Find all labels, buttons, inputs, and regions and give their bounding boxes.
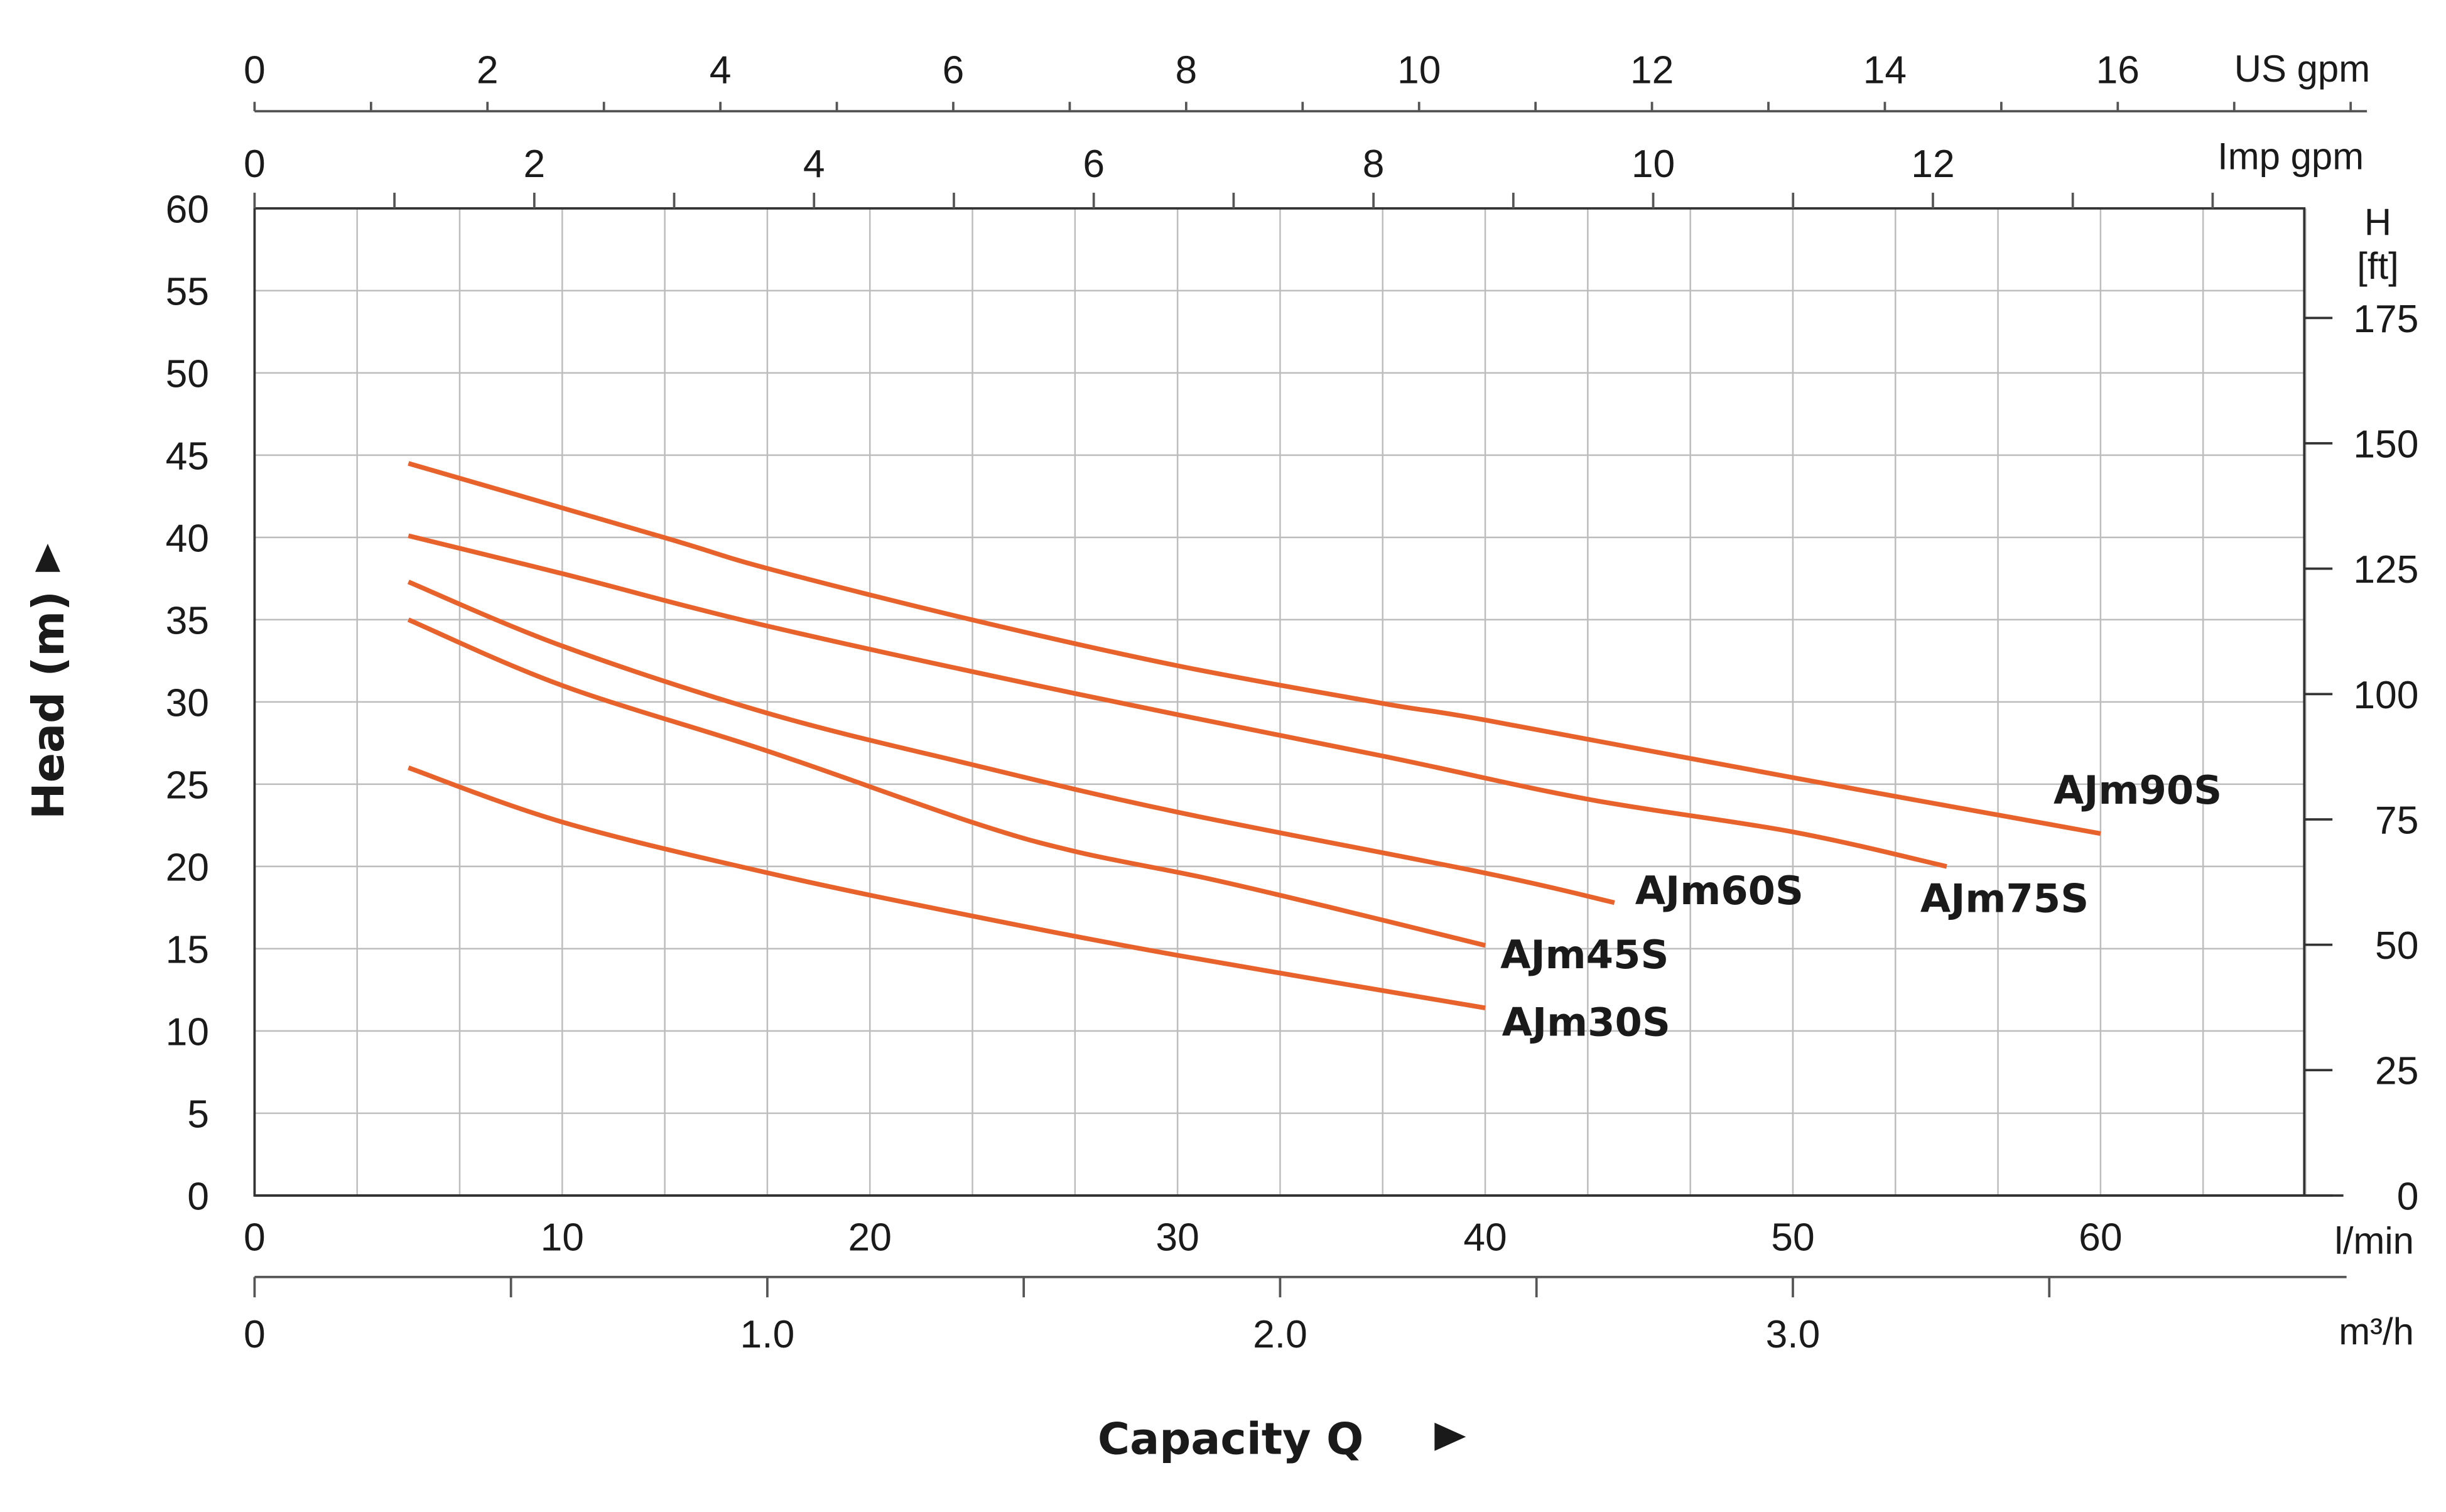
y-axis-arrow-icon bbox=[35, 543, 60, 572]
grid bbox=[254, 207, 2307, 1196]
x-tick-label: 60 bbox=[2079, 1216, 2122, 1259]
imp-gpm-tick-label: 2 bbox=[523, 143, 545, 186]
y-tick-label: 10 bbox=[166, 1010, 209, 1054]
labels: AJm90S AJm75S AJm60S AJm45S AJm30S bbox=[1500, 767, 2222, 1045]
us-gpm-tick-label: 4 bbox=[710, 48, 732, 92]
us-gpm-tick-label: 10 bbox=[1397, 48, 1441, 92]
y-tick-label: 30 bbox=[166, 681, 209, 725]
us-gpm-unit: US gpm bbox=[2234, 48, 2370, 90]
ft-tick-label: 125 bbox=[2353, 548, 2418, 591]
ft-tick-label: 0 bbox=[2397, 1175, 2419, 1218]
imp-gpm-tick-label: 10 bbox=[1632, 143, 1675, 186]
curves bbox=[407, 461, 2101, 1010]
y-tick-label: 60 bbox=[166, 188, 209, 231]
x-tick-label: 10 bbox=[541, 1216, 584, 1259]
y-tick-label: 40 bbox=[166, 517, 209, 560]
us-gpm-tick-label: 2 bbox=[477, 48, 499, 92]
ft-unit-h: H bbox=[2364, 201, 2391, 243]
y-tick-label: 45 bbox=[166, 435, 209, 478]
ft-tick-label: 75 bbox=[2375, 799, 2418, 842]
y-tick-label: 20 bbox=[166, 846, 209, 889]
y-tick-label: 25 bbox=[166, 764, 209, 807]
m3h-tick-label: 1.0 bbox=[740, 1313, 795, 1356]
y-tick-label: 50 bbox=[166, 352, 209, 396]
y-axis-title: Head (m) bbox=[23, 591, 74, 819]
m3h-tick-label: 0 bbox=[244, 1313, 266, 1356]
curve-ajm75s bbox=[408, 533, 1947, 869]
m3h-tick-label: 3.0 bbox=[1766, 1313, 1821, 1356]
curve-ajm90s bbox=[408, 461, 2101, 836]
y-tick-label: 55 bbox=[166, 270, 209, 313]
lmin-unit: l/min bbox=[2335, 1219, 2414, 1261]
m3h-unit: m³/h bbox=[2339, 1310, 2414, 1353]
curve-ajm30s bbox=[408, 765, 1486, 1010]
us-gpm-tick-label: 6 bbox=[943, 48, 965, 92]
x-axis-title: Capacity Q bbox=[1098, 1414, 1364, 1465]
y-tick-label: 0 bbox=[187, 1175, 209, 1218]
series-label-ajm60s: AJm60S bbox=[1635, 868, 1804, 914]
x-tick-label: 0 bbox=[244, 1216, 266, 1259]
us-gpm-tick-label: 16 bbox=[2096, 48, 2140, 92]
ft-tick-label: 100 bbox=[2353, 674, 2418, 717]
imp-gpm-tick-label: 4 bbox=[803, 143, 825, 186]
x-axis-arrow-icon bbox=[1434, 1422, 1466, 1451]
x-tick-label: 50 bbox=[1771, 1216, 1814, 1259]
ft-tick-label: 25 bbox=[2375, 1050, 2418, 1093]
curve-ajm60s bbox=[407, 580, 1615, 905]
us-gpm-tick-label: 8 bbox=[1176, 48, 1198, 92]
x-tick-label: 30 bbox=[1155, 1216, 1199, 1259]
imp-gpm-tick-label: 8 bbox=[1363, 143, 1385, 186]
ft-tick-label: 150 bbox=[2353, 423, 2418, 466]
m3h-tick-label: 2.0 bbox=[1253, 1313, 1307, 1356]
x-tick-label: 40 bbox=[1463, 1216, 1507, 1259]
imp-gpm-tick-label: 0 bbox=[244, 143, 266, 186]
imp-gpm-tick-label: 6 bbox=[1083, 143, 1105, 186]
ft-unit: [ft] bbox=[2357, 245, 2399, 287]
ft-tick-label: 50 bbox=[2375, 924, 2418, 968]
y-tick-label: 35 bbox=[166, 599, 209, 642]
series-label-ajm75s: AJm75S bbox=[1920, 875, 2089, 921]
us-gpm-tick-label: 14 bbox=[1863, 48, 1907, 92]
series-label-ajm90s: AJm90S bbox=[2054, 767, 2222, 813]
y-tick-label: 5 bbox=[187, 1093, 209, 1136]
imp-gpm-unit: Imp gpm bbox=[2217, 135, 2364, 177]
x-tick-label: 20 bbox=[848, 1216, 892, 1259]
us-gpm-tick-label: 12 bbox=[1630, 48, 1674, 92]
imp-gpm-tick-label: 12 bbox=[1911, 143, 1954, 186]
ft-tick-label: 175 bbox=[2353, 298, 2418, 341]
series-label-ajm30s: AJm30S bbox=[1502, 999, 1670, 1045]
y-tick-label: 15 bbox=[166, 928, 209, 971]
curve-ajm45s bbox=[407, 617, 1486, 948]
series-label-ajm45s: AJm45S bbox=[1500, 932, 1669, 978]
us-gpm-tick-label: 0 bbox=[244, 48, 266, 92]
